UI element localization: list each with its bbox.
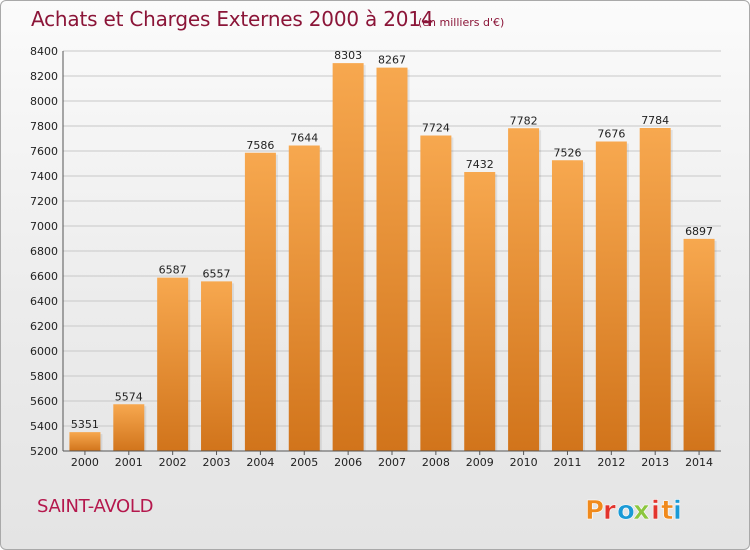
x-tick-label: 2006 [334,456,362,469]
bar [508,128,540,451]
data-label: 8303 [334,49,362,62]
data-label: 5574 [115,390,143,403]
bar [420,135,452,451]
bar [201,281,233,451]
data-label: 5351 [71,418,99,431]
bar [376,67,408,451]
chart-title: Achats et Charges Externes 2000 à 2014 [31,7,434,31]
data-label: 7676 [597,128,625,141]
y-tick-label: 8400 [30,45,58,58]
data-label: 6557 [203,267,231,280]
logo-letter: i [651,496,660,526]
x-tick-label: 2008 [422,456,450,469]
bar [595,141,627,451]
y-tick-label: 5200 [30,445,58,458]
x-tick-label: 2012 [597,456,625,469]
bar [683,238,715,451]
x-tick-label: 2002 [159,456,187,469]
y-tick-label: 6400 [30,295,58,308]
y-tick-label: 6200 [30,320,58,333]
bar [113,404,145,451]
logo-letter: i [673,496,682,526]
y-tick-label: 6000 [30,345,58,358]
x-tick-label: 2014 [685,456,713,469]
x-tick-label: 2011 [553,456,581,469]
data-label: 8267 [378,54,406,67]
y-tick-label: 7600 [30,145,58,158]
y-tick-label: 7800 [30,120,58,133]
y-tick-label: 5800 [30,370,58,383]
proxiti-logo: Pr ox i t i [585,496,683,527]
bar [464,172,496,451]
x-tick-label: 2010 [510,456,538,469]
logo-letter: P [585,496,604,526]
x-tick-label: 2013 [641,456,669,469]
city-name: SAINT-AVOLD [37,496,154,517]
data-label: 7526 [553,146,581,159]
data-label: 7784 [641,114,669,127]
y-tick-label: 8200 [30,70,58,83]
y-tick-label: 5600 [30,395,58,408]
logo-letter: o [617,496,635,526]
x-tick-label: 2003 [203,456,231,469]
bar [244,152,276,451]
x-tick-label: 2001 [115,456,143,469]
data-label: 6587 [159,264,187,277]
logo-letter: x [633,496,650,526]
data-label: 7724 [422,122,450,135]
data-label: 7644 [290,132,318,145]
y-tick-label: 6800 [30,245,58,258]
y-tick-label: 6600 [30,270,58,283]
x-tick-label: 2004 [246,456,274,469]
data-label: 7782 [510,114,538,127]
bar [639,128,671,451]
x-tick-label: 2009 [466,456,494,469]
data-label: 7586 [246,139,274,152]
bar [69,432,101,451]
y-tick-label: 7000 [30,220,58,233]
chart-subtitle: (en milliers d'€) [418,16,505,29]
bar [157,277,189,451]
bar [288,145,320,451]
data-label: 7432 [466,158,494,171]
bar [332,63,364,451]
logo-letter: t [661,496,673,526]
y-tick-label: 7200 [30,195,58,208]
y-tick-label: 5400 [30,420,58,433]
y-tick-label: 8000 [30,95,58,108]
x-tick-label: 2005 [290,456,318,469]
logo-letter: r [603,496,616,526]
data-label: 6897 [685,225,713,238]
bar [551,160,583,451]
y-tick-label: 7400 [30,170,58,183]
x-tick-label: 2000 [71,456,99,469]
x-tick-label: 2007 [378,456,406,469]
